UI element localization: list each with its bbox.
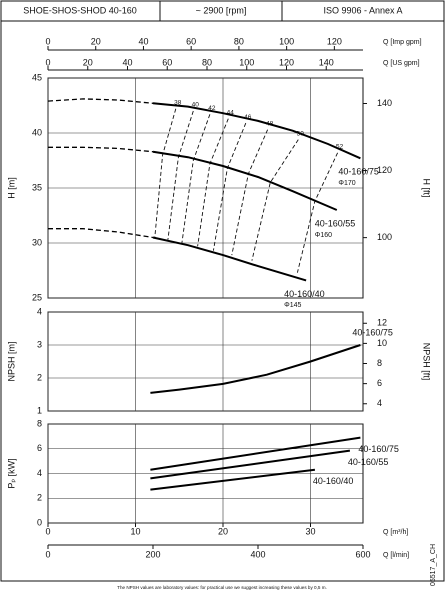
y2-tick-label: 8 (377, 358, 382, 368)
flow-tick-label: 60 (162, 57, 172, 67)
series-label: 40-160/55 (315, 218, 356, 228)
y-tick-label: 45 (32, 72, 42, 82)
flow-tick-label: 20 (91, 36, 101, 46)
model: SHOE-SHOS-SHOD 40-160 (23, 5, 137, 15)
flow-tick-label: 0 (45, 57, 50, 67)
sheet-frame (0, 0, 445, 582)
flow-tick-label: 120 (279, 57, 294, 67)
series-sublabel: Φ170 (338, 180, 355, 187)
y-tick-label: 40 (32, 127, 42, 137)
series-sublabel: Φ160 (315, 232, 332, 239)
series-label: 40-160/75 (338, 167, 379, 177)
footnote: The NPSH values are laboratory values: f… (117, 585, 327, 590)
y2-tick-label: 140 (377, 98, 392, 108)
y-tick-label: 4 (37, 306, 42, 316)
curve (152, 150, 338, 211)
flow-tick-label: 200 (145, 549, 160, 559)
efficiency-line (154, 108, 177, 238)
efficiency-label: 44 (227, 109, 235, 116)
efficiency-label: 38 (174, 100, 182, 107)
y-tick-label: 4 (37, 468, 42, 478)
y-tick-label: 1 (37, 405, 42, 415)
y2-axis-label: NPSH [ft] (422, 343, 432, 381)
flow-tick-label: 600 (355, 549, 370, 559)
flow-tick-label: 40 (138, 36, 148, 46)
efficiency-line (197, 118, 229, 247)
flow-axis-label: Q [m³/h] (383, 529, 408, 536)
y2-tick-label: 100 (377, 232, 392, 242)
efficiency-label: 42 (208, 105, 216, 112)
y-axis-label: Pₚ [kW] (6, 458, 16, 488)
flow-tick-label: 60 (186, 36, 196, 46)
y2-tick-label: 12 (377, 318, 387, 328)
flow-tick-label: 20 (83, 57, 93, 67)
flow-tick-label: 80 (234, 36, 244, 46)
series-label: 40-160/40 (284, 289, 325, 299)
flow-tick-label: 400 (250, 549, 265, 559)
y-tick-label: 2 (37, 372, 42, 382)
series-label: 40-160/55 (348, 457, 389, 467)
curve-dashed (48, 228, 154, 239)
series-sublabel: Φ145 (284, 302, 301, 309)
flow-tick-label: 0 (45, 549, 50, 559)
speed: ~ 2900 [rpm] (196, 5, 247, 15)
curve (152, 236, 307, 282)
curve (150, 436, 361, 471)
flow-tick-label: 30 (305, 526, 315, 536)
y-axis-label: NPSH [m] (6, 341, 16, 381)
y2-tick-label: 120 (377, 165, 392, 175)
flow-tick-label: 10 (130, 526, 140, 536)
y2-tick-label: 10 (377, 338, 387, 348)
series-label: 40-160/40 (313, 476, 354, 486)
plot-frame (47, 311, 364, 412)
flow-tick-label: 80 (202, 57, 212, 67)
series-label: 40-160/75 (358, 444, 399, 454)
doc-code: 05517_A_CH (430, 544, 437, 586)
efficiency-line (167, 110, 194, 240)
flow-axis-label: Q [Imp gpm] (383, 39, 422, 46)
efficiency-label: 40 (192, 102, 200, 109)
y-tick-label: 6 (37, 443, 42, 453)
efficiency-line (251, 139, 299, 261)
y-tick-label: 0 (37, 517, 42, 527)
efficiency-line (296, 152, 339, 273)
standard: ISO 9906 - Annex A (323, 5, 402, 15)
curve-dashed (47, 98, 154, 104)
curve (150, 449, 351, 480)
efficiency-line (212, 122, 247, 251)
y-tick-label: 8 (37, 418, 42, 428)
curve (152, 102, 361, 160)
y2-tick-label: 6 (377, 378, 382, 388)
y2-tick-label: 4 (377, 398, 382, 408)
flow-tick-label: 100 (239, 57, 254, 67)
curve-dashed (48, 146, 154, 153)
flow-tick-label: 0 (45, 526, 50, 536)
curve (150, 468, 316, 491)
efficiency-line (231, 129, 269, 256)
y-tick-label: 2 (37, 493, 42, 503)
flow-tick-label: 140 (319, 57, 334, 67)
flow-axis-label: Q [US gpm] (383, 60, 420, 67)
series-label: 40-160/75 (352, 327, 393, 337)
y-tick-label: 3 (37, 339, 42, 349)
curve (150, 344, 361, 394)
y-axis-label: H [m] (6, 177, 16, 199)
flow-tick-label: 100 (279, 36, 294, 46)
efficiency-label: 46 (244, 114, 252, 121)
y2-axis-label: H [ft] (422, 178, 432, 197)
flow-tick-label: 20 (218, 526, 228, 536)
efficiency-label: 52 (336, 144, 344, 151)
y-tick-label: 30 (32, 237, 42, 247)
y-tick-label: 25 (32, 292, 42, 302)
flow-tick-label: 40 (122, 57, 132, 67)
flow-tick-label: 120 (327, 36, 342, 46)
efficiency-line (181, 114, 211, 244)
flow-axis-label: Q [l/min] (383, 552, 409, 559)
flow-tick-label: 0 (45, 36, 50, 46)
y-tick-label: 35 (32, 182, 42, 192)
